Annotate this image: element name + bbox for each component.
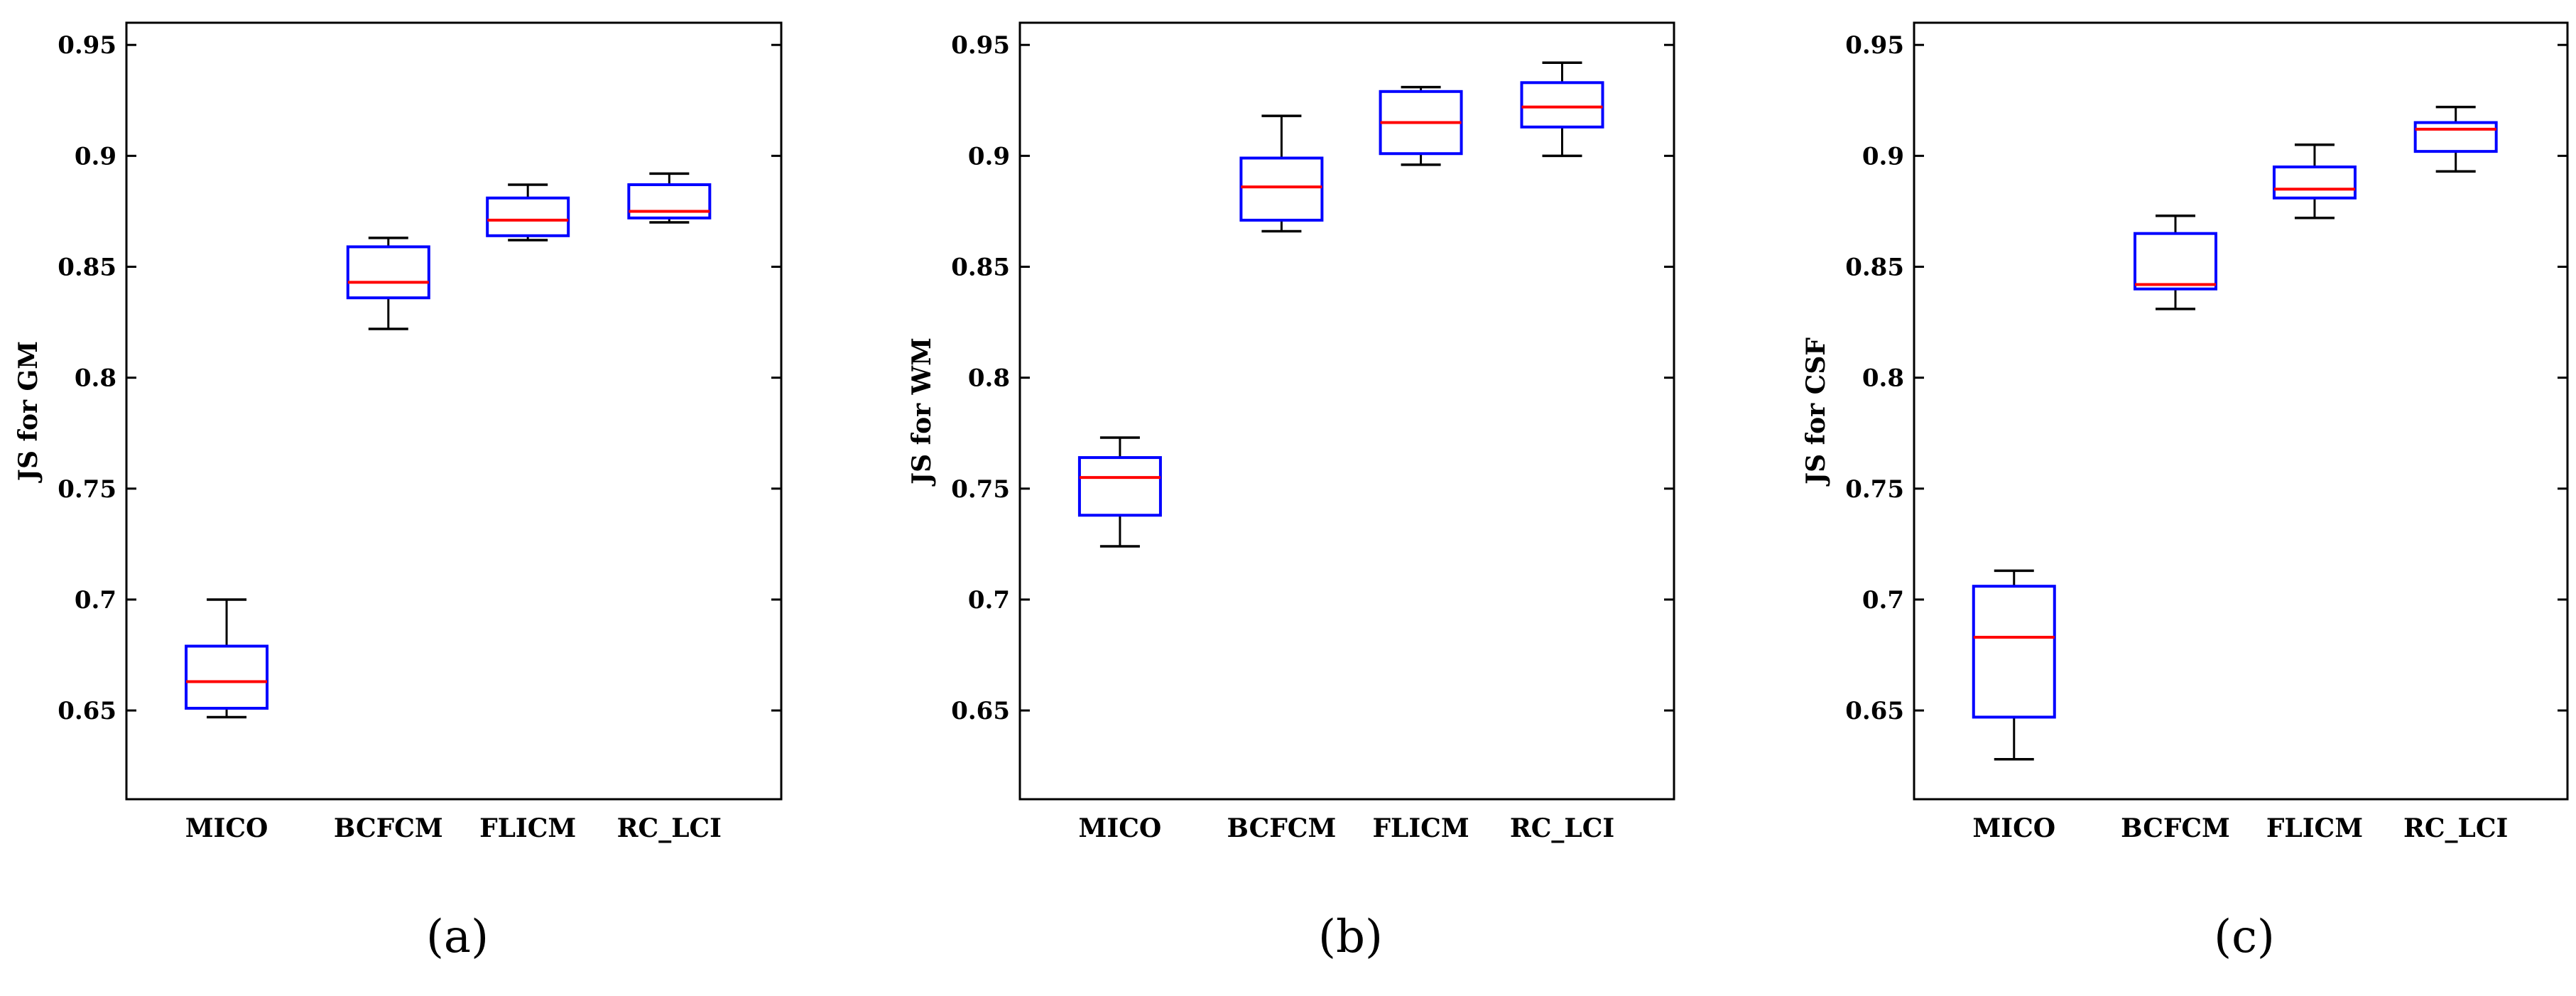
x-category-label: BCFCM <box>1227 813 1336 843</box>
y-tick-label: 0.7 <box>1862 586 1904 615</box>
y-tick-label: 0.7 <box>968 586 1010 615</box>
box-mico <box>1077 436 1162 548</box>
box-bcfcm <box>1239 114 1324 233</box>
y-tick-label: 0.9 <box>968 142 1010 170</box>
y-tick-label: 0.85 <box>1845 254 1904 282</box>
x-category-label: MICO <box>1079 813 1162 843</box>
box-flicm <box>486 183 570 242</box>
panel-label: (c) <box>2214 911 2275 963</box>
y-tick-label: 0.85 <box>951 254 1010 282</box>
box-flicm <box>1379 85 1463 166</box>
iqr-box <box>627 183 712 220</box>
x-category-label: MICO <box>1972 813 2055 843</box>
x-category-label: MICO <box>185 813 268 843</box>
plot-frame <box>125 21 783 801</box>
y-tick-label: 0.9 <box>75 142 116 170</box>
box-bcfcm <box>346 237 430 330</box>
y-tick-label: 0.75 <box>58 475 116 504</box>
x-category-label: RC_LCI <box>2403 813 2508 843</box>
y-tick-label: 0.65 <box>1845 697 1904 725</box>
box-mico <box>185 598 269 719</box>
box-bcfcm <box>2134 214 2217 310</box>
x-category-label: FLICM <box>479 813 576 843</box>
x-category-label: RC_LCI <box>1510 813 1614 843</box>
iqr-box <box>486 196 570 237</box>
iqr-box <box>1972 585 2056 719</box>
plot-frame <box>1018 21 1675 801</box>
box-rc-lci <box>2413 105 2498 173</box>
x-category-label: FLICM <box>1372 813 1469 843</box>
x-category-label: FLICM <box>2266 813 2363 843</box>
iqr-box <box>2134 232 2217 291</box>
box-rc-lci <box>1520 61 1604 158</box>
iqr-box <box>1520 81 1604 129</box>
y-axis-title: JS for GM <box>13 341 43 483</box>
box-rc-lci <box>627 172 712 224</box>
iqr-box <box>1077 456 1162 517</box>
y-tick-label: 0.8 <box>1862 364 1904 393</box>
y-tick-label: 0.8 <box>968 364 1010 393</box>
y-axis-title: JS for WM <box>907 337 937 487</box>
chart-panel-2: 0.65 0.7 0.75 0.8 0.85 0.9 0.95 JS for WM MICO BC… <box>907 21 1675 963</box>
y-tick-label: 0.9 <box>1862 142 1904 170</box>
iqr-box <box>2413 121 2498 153</box>
y-tick-label: 0.75 <box>1845 475 1904 504</box>
y-tick-label: 0.95 <box>951 31 1010 60</box>
y-tick-label: 0.95 <box>58 31 116 60</box>
y-tick-label: 0.65 <box>58 697 116 725</box>
y-tick-label: 0.8 <box>75 364 116 393</box>
box-flicm <box>2272 144 2357 220</box>
y-tick-label: 0.65 <box>951 697 1010 725</box>
box-mico <box>1972 569 2056 761</box>
panel-label: (b) <box>1318 911 1383 963</box>
iqr-box <box>2272 165 2357 200</box>
y-tick-label: 0.7 <box>75 586 116 615</box>
chart-panel-3: 0.65 0.7 0.75 0.8 0.85 0.9 0.95 JS for CSF MICO B… <box>1801 21 2569 963</box>
y-tick-label: 0.75 <box>951 475 1010 504</box>
panel-label: (a) <box>426 911 489 963</box>
y-tick-label: 0.95 <box>1845 31 1904 60</box>
iqr-box <box>1239 156 1324 222</box>
y-axis-title: JS for CSF <box>1801 337 1831 487</box>
x-category-label: RC_LCI <box>617 813 722 843</box>
y-tick-label: 0.85 <box>58 254 116 282</box>
plot-frame <box>1913 21 2569 801</box>
chart-panel-1: 0.65 0.7 0.75 0.8 0.85 0.9 0.95 JS for GM MICO BC… <box>13 21 783 963</box>
iqr-box <box>185 644 269 710</box>
x-category-label: BCFCM <box>334 813 443 843</box>
iqr-box <box>346 245 430 300</box>
x-category-label: BCFCM <box>2121 813 2230 843</box>
